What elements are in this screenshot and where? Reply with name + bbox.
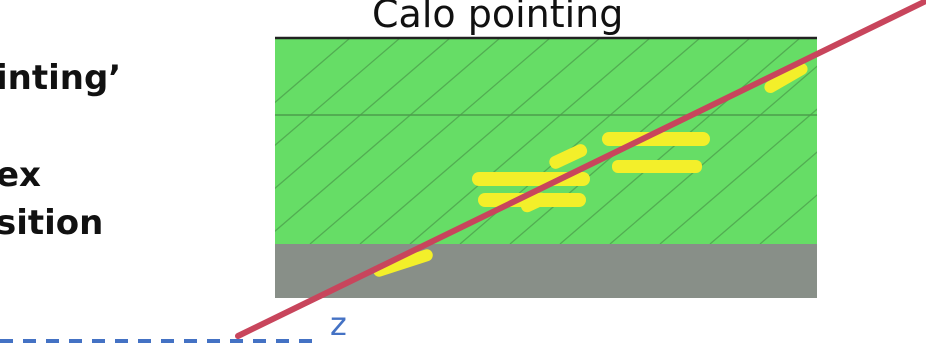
diagram-title: Calo pointing: [372, 0, 624, 36]
shower-deposit-hcal: [373, 249, 433, 277]
hcal-layer: [275, 244, 817, 298]
ecal-layer: [275, 38, 817, 244]
shower-deposit-top: [764, 63, 808, 93]
shower-deposit-left-upper: [472, 172, 590, 186]
shower-deposit-core-bottom: [520, 192, 548, 213]
left-text-line-3: sition: [0, 203, 104, 243]
left-text-line-2: ex: [0, 155, 41, 195]
pointing-line: [235, 0, 926, 339]
shower-deposit-core-top: [549, 144, 588, 169]
z-axis-label: z: [330, 305, 347, 343]
shower-deposit-right-lower: [612, 160, 702, 173]
left-text-line-1: inting’: [0, 58, 122, 98]
shower-deposits: [373, 63, 808, 277]
